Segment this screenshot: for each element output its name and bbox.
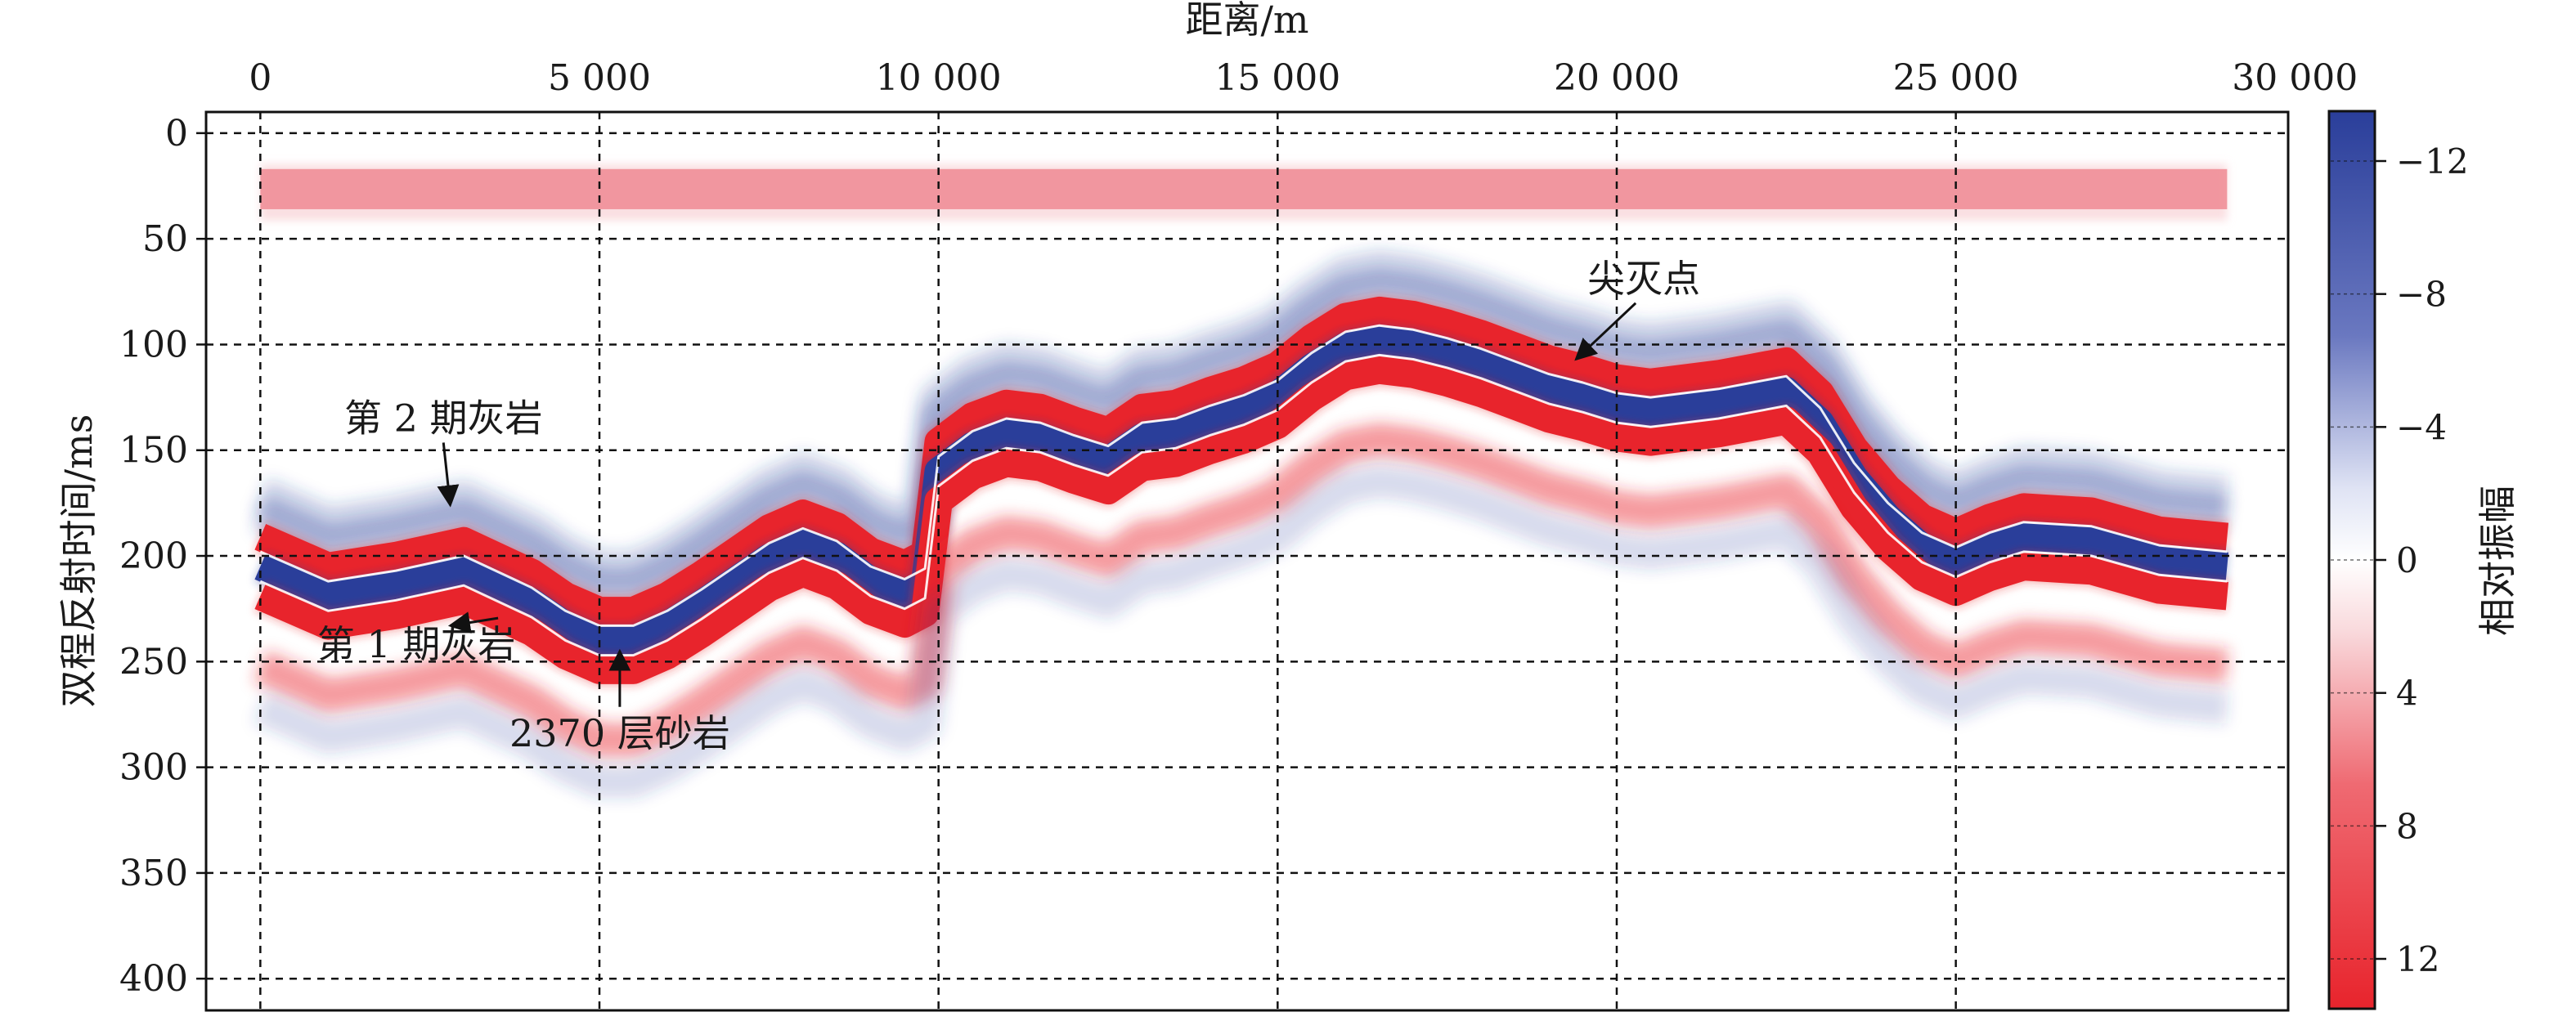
band-weak-red — [254, 423, 2229, 757]
y-tick-label: 50 — [142, 218, 188, 260]
y-tick-label: 250 — [119, 641, 188, 683]
x-tick-label: 20 000 — [1554, 57, 1680, 99]
plot-frame — [204, 110, 2290, 1012]
colorbar-title: 相对振幅 — [2475, 486, 2520, 636]
x-tick-label: 15 000 — [1214, 57, 1340, 99]
y-tick-label: 300 — [119, 747, 188, 789]
colorbar-tick-label: −8 — [2396, 275, 2447, 315]
grid-lines — [206, 112, 2288, 1010]
x-tick-label: 25 000 — [1893, 57, 2019, 99]
colorbar-tick-label: 12 — [2396, 939, 2439, 979]
y-axis-title: 双程反射时间/ms — [56, 414, 101, 708]
x-tick-label: 0 — [249, 57, 272, 99]
band-boundary-lower — [259, 353, 2228, 657]
y-tick-label: 350 — [119, 853, 188, 894]
annotation-label-sandstone: 2370 层砂岩 — [509, 711, 730, 755]
x-tick-label: 30 000 — [2232, 57, 2358, 99]
annotation-label-layer2: 第 2 期灰岩 — [344, 396, 543, 440]
y-tick-label: 200 — [119, 535, 188, 577]
top-band — [260, 168, 2228, 209]
colorbar-tick-label: 8 — [2396, 806, 2418, 846]
band-weak-blue — [254, 463, 2229, 799]
colorbar-ticks: −12 −8 −4 0 4 8 12 — [2331, 141, 2469, 979]
annotation-arrow-layer1 — [447, 611, 499, 634]
annotation-arrow-pinchout — [1574, 302, 1637, 361]
y-tick-label: 400 — [119, 958, 188, 1000]
annotation-label-layer1: 第 1 期灰岩 — [317, 622, 516, 666]
x-tick-label: 5 000 — [548, 57, 651, 99]
y-axis-ticks: 0 50 100 150 200 250 300 350 400 — [119, 113, 206, 1000]
x-axis-title: 距离/m — [1185, 0, 1308, 42]
y-tick-label: 100 — [119, 324, 188, 365]
colorbar-tick-label: 4 — [2396, 674, 2418, 714]
annotation-label-pinchout: 尖灭点 — [1587, 257, 1700, 301]
colorbar-tick-label: 0 — [2396, 540, 2418, 580]
x-tick-label: 10 000 — [876, 57, 1002, 99]
x-axis-ticks: 0 5 000 10 000 15 000 20 000 25 000 30 000 — [249, 57, 2358, 99]
band-red-lower — [254, 356, 2229, 684]
annotation-arrow-layer2 — [437, 442, 460, 508]
y-tick-label: 0 — [165, 113, 188, 154]
seismic-bands — [252, 163, 2229, 799]
band-boundary-upper — [259, 324, 2228, 627]
colorbar-tick-label: −4 — [2396, 407, 2447, 447]
y-tick-label: 150 — [119, 430, 188, 472]
colorbar-tick-label: −12 — [2396, 141, 2469, 181]
